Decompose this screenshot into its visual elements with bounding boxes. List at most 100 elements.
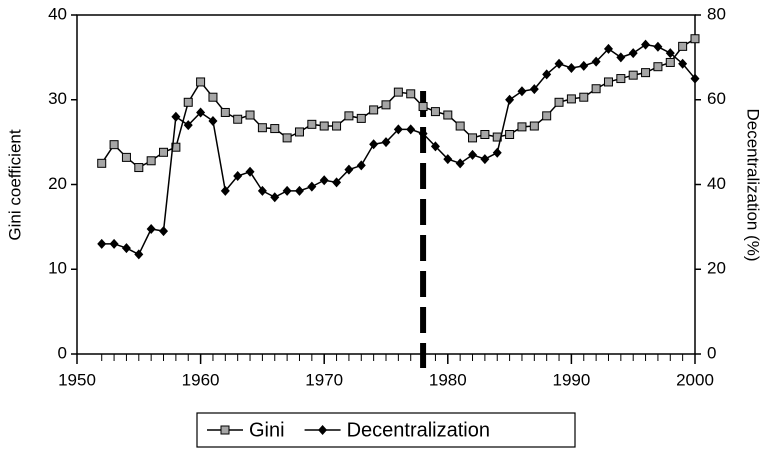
series-line: [101, 43, 696, 256]
data-point: [332, 177, 342, 188]
data-point: [282, 185, 292, 196]
data-point: [183, 120, 193, 131]
data-point: [641, 68, 651, 78]
data-point: [307, 181, 317, 192]
legend-box: [196, 412, 576, 448]
data-point: [381, 100, 391, 110]
data-point: [579, 60, 589, 71]
y2-tick-label: 80: [707, 4, 726, 23]
data-point: [443, 154, 453, 165]
data-point: [690, 73, 700, 84]
x-tick-label: 1990: [552, 370, 590, 389]
x-tick-label: 1960: [182, 370, 220, 389]
data-point: [134, 163, 144, 173]
data-point: [134, 249, 144, 260]
data-point: [418, 102, 428, 112]
data-point: [430, 141, 440, 152]
data-point: [196, 77, 206, 87]
data-point: [196, 107, 206, 118]
data-point: [270, 124, 280, 134]
data-point: [369, 105, 379, 115]
data-point: [455, 158, 465, 169]
data-point: [208, 92, 218, 102]
data-point: [505, 94, 515, 105]
data-point: [381, 137, 391, 148]
data-point: [480, 129, 490, 139]
legend-marker: [220, 425, 230, 435]
data-point: [529, 84, 539, 95]
data-point: [406, 124, 416, 135]
data-point: [678, 41, 688, 51]
data-point: [121, 243, 131, 254]
data-point: [97, 158, 107, 168]
data-point: [468, 133, 478, 143]
data-point: [554, 97, 564, 107]
data-point: [220, 107, 230, 117]
data-point: [393, 87, 403, 97]
data-point: [406, 89, 416, 99]
data-point: [455, 121, 465, 131]
y-tick-label: 0: [58, 343, 67, 362]
y-tick-label: 40: [48, 4, 67, 23]
data-point: [418, 128, 428, 139]
data-point: [220, 185, 230, 196]
data-point: [443, 110, 453, 120]
data-point: [294, 185, 304, 196]
data-point: [393, 124, 403, 135]
legend-label: Gini: [249, 419, 285, 441]
data-point: [146, 156, 156, 166]
data-point: [665, 57, 675, 67]
y2-tick-label: 40: [707, 174, 726, 193]
data-point: [566, 94, 576, 104]
x-tick-label: 1970: [305, 370, 343, 389]
data-point: [542, 111, 552, 121]
data-point: [270, 192, 280, 203]
data-point: [591, 84, 601, 94]
data-point: [603, 43, 613, 54]
data-point: [282, 133, 292, 143]
data-point: [616, 52, 626, 63]
data-point: [653, 41, 663, 52]
data-point: [344, 164, 354, 175]
x-tick-label: 1980: [429, 370, 467, 389]
data-point: [468, 149, 478, 160]
data-point: [294, 127, 304, 137]
data-point: [566, 62, 576, 73]
data-point: [628, 48, 638, 59]
data-point: [554, 58, 564, 69]
data-point: [665, 48, 675, 59]
data-point: [641, 39, 651, 50]
legend-label: Decentralization: [347, 419, 490, 441]
data-point: [678, 58, 688, 69]
data-point: [517, 86, 527, 97]
data-point: [319, 175, 329, 186]
data-point: [183, 97, 193, 107]
data-point: [517, 122, 527, 132]
y-axis-label: Gini coefficient: [5, 129, 24, 240]
data-point: [492, 147, 502, 158]
data-point: [505, 129, 515, 139]
data-point: [480, 154, 490, 165]
data-point: [344, 111, 354, 121]
data-point: [233, 171, 243, 182]
data-point: [208, 115, 218, 126]
data-point: [430, 107, 440, 117]
data-point: [356, 160, 366, 171]
data-point: [109, 238, 119, 249]
data-point: [319, 121, 329, 131]
data-point: [628, 70, 638, 80]
data-point: [369, 139, 379, 150]
data-point: [653, 62, 663, 72]
data-point: [616, 74, 626, 84]
plot-frame: [76, 14, 696, 355]
legend-marker: [318, 425, 328, 435]
legend: Gini Decentralization: [196, 412, 576, 448]
y2-tick-label: 0: [707, 343, 716, 362]
y2-axis-label: Decentralization (%): [744, 108, 763, 261]
data-point: [257, 185, 267, 196]
data-point: [257, 123, 267, 133]
data-point: [542, 69, 552, 80]
data-point: [690, 34, 700, 44]
data-point: [233, 114, 243, 124]
